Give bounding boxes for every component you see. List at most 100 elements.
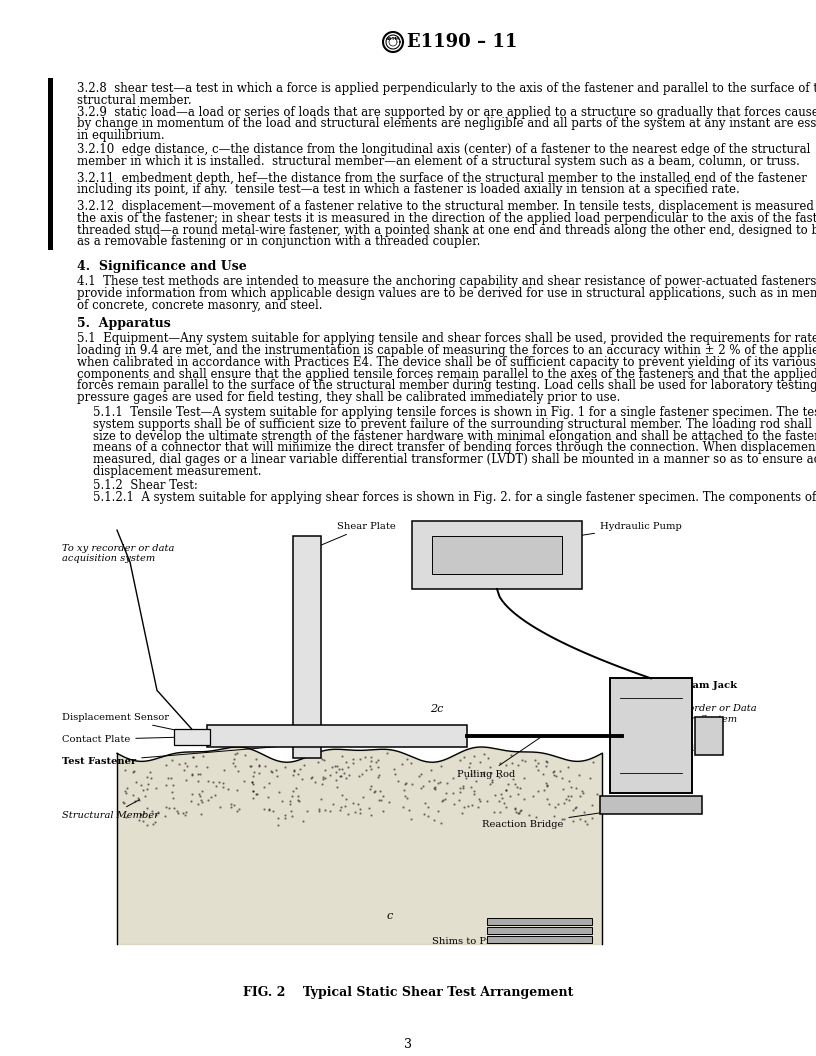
Point — [576, 785, 589, 802]
Point — [528, 751, 541, 768]
Point — [314, 790, 327, 807]
Point — [286, 808, 299, 825]
Point — [222, 780, 235, 797]
Point — [305, 770, 318, 787]
Point — [397, 781, 410, 798]
Point — [435, 814, 448, 831]
Point — [339, 798, 352, 815]
Point — [225, 796, 238, 813]
Point — [143, 809, 156, 826]
Point — [373, 782, 386, 799]
Point — [364, 780, 377, 797]
Point — [201, 758, 214, 775]
Point — [463, 758, 476, 775]
Point — [515, 752, 528, 769]
Point — [563, 791, 576, 808]
Point — [365, 807, 378, 824]
Point — [136, 781, 149, 798]
Point — [263, 774, 276, 791]
Point — [428, 812, 441, 829]
Point — [557, 780, 570, 797]
Text: 2c: 2c — [430, 704, 443, 714]
Text: provide information from which applicable design values are to be derived for us: provide information from which applicabl… — [77, 287, 816, 300]
Point — [418, 806, 431, 823]
Text: structural member.: structural member. — [77, 94, 192, 107]
Point — [317, 769, 330, 786]
Point — [415, 766, 428, 782]
Point — [365, 777, 378, 794]
Point — [356, 766, 369, 782]
Point — [473, 754, 486, 771]
Text: ASTM: ASTM — [386, 38, 400, 41]
Point — [171, 803, 184, 819]
Point — [503, 788, 517, 805]
Point — [468, 786, 481, 803]
Point — [556, 769, 569, 786]
Bar — [412, 521, 582, 589]
Point — [565, 778, 578, 795]
Text: when calibrated in accordance with Practices E4. The device shall be of sufficie: when calibrated in accordance with Pract… — [77, 356, 816, 369]
Point — [230, 803, 243, 819]
Point — [192, 796, 205, 813]
Point — [428, 778, 441, 795]
Point — [401, 751, 414, 768]
Point — [135, 806, 148, 823]
Point — [357, 789, 370, 806]
Point — [561, 759, 574, 776]
Point — [463, 754, 477, 771]
Point — [364, 758, 377, 775]
Point — [246, 768, 259, 785]
Point — [227, 751, 240, 768]
Point — [273, 784, 286, 800]
Point — [185, 766, 198, 782]
Point — [326, 795, 339, 812]
Point — [560, 791, 573, 808]
Point — [342, 767, 355, 784]
Point — [539, 758, 552, 775]
Point — [537, 766, 550, 782]
Text: Structural Member: Structural Member — [62, 799, 159, 819]
Point — [230, 744, 243, 761]
Point — [334, 802, 347, 818]
Point — [296, 812, 309, 829]
Text: size to develop the ultimate strength of the fastener hardware with minimal elon: size to develop the ultimate strength of… — [93, 430, 816, 442]
Point — [184, 792, 197, 809]
Point — [137, 812, 150, 829]
Point — [585, 810, 598, 827]
Point — [579, 813, 592, 830]
Point — [354, 805, 367, 822]
Text: Shear Plate: Shear Plate — [309, 522, 396, 550]
Point — [228, 746, 242, 762]
Point — [499, 781, 512, 798]
Text: 5.1.1  Tensile Test—A system suitable for applying tensile forces is shown in Fi: 5.1.1 Tensile Test—A system suitable for… — [93, 407, 816, 419]
Point — [187, 749, 200, 766]
Text: Contact Plate: Contact Plate — [62, 735, 209, 743]
Point — [300, 803, 313, 819]
Point — [508, 800, 521, 817]
Text: Displacement Sensor: Displacement Sensor — [62, 713, 207, 737]
Point — [456, 779, 469, 796]
Point — [192, 773, 205, 790]
Point — [140, 799, 153, 816]
Point — [312, 754, 325, 771]
Point — [568, 799, 581, 816]
Point — [126, 787, 140, 804]
Point — [149, 807, 162, 824]
Point — [447, 795, 460, 812]
Point — [208, 786, 221, 803]
Point — [373, 792, 386, 809]
Point — [494, 786, 507, 803]
Point — [238, 747, 251, 763]
Point — [575, 782, 588, 799]
Text: 3.2.12  displacement—movement of a fastener relative to the structural member. I: 3.2.12 displacement—movement of a fasten… — [77, 200, 816, 213]
Point — [189, 758, 202, 775]
Point — [176, 805, 189, 822]
Point — [518, 791, 531, 808]
Point — [257, 800, 270, 817]
Point — [530, 757, 543, 774]
Bar — [48, 78, 53, 250]
Text: including its point, if any.  tensile test—a test in which a fastener is loaded : including its point, if any. tensile tes… — [77, 184, 740, 196]
Bar — [487, 936, 592, 943]
Text: system supports shall be of sufficient size to prevent failure of the surroundin: system supports shall be of sufficient s… — [93, 418, 816, 431]
Point — [180, 757, 193, 774]
